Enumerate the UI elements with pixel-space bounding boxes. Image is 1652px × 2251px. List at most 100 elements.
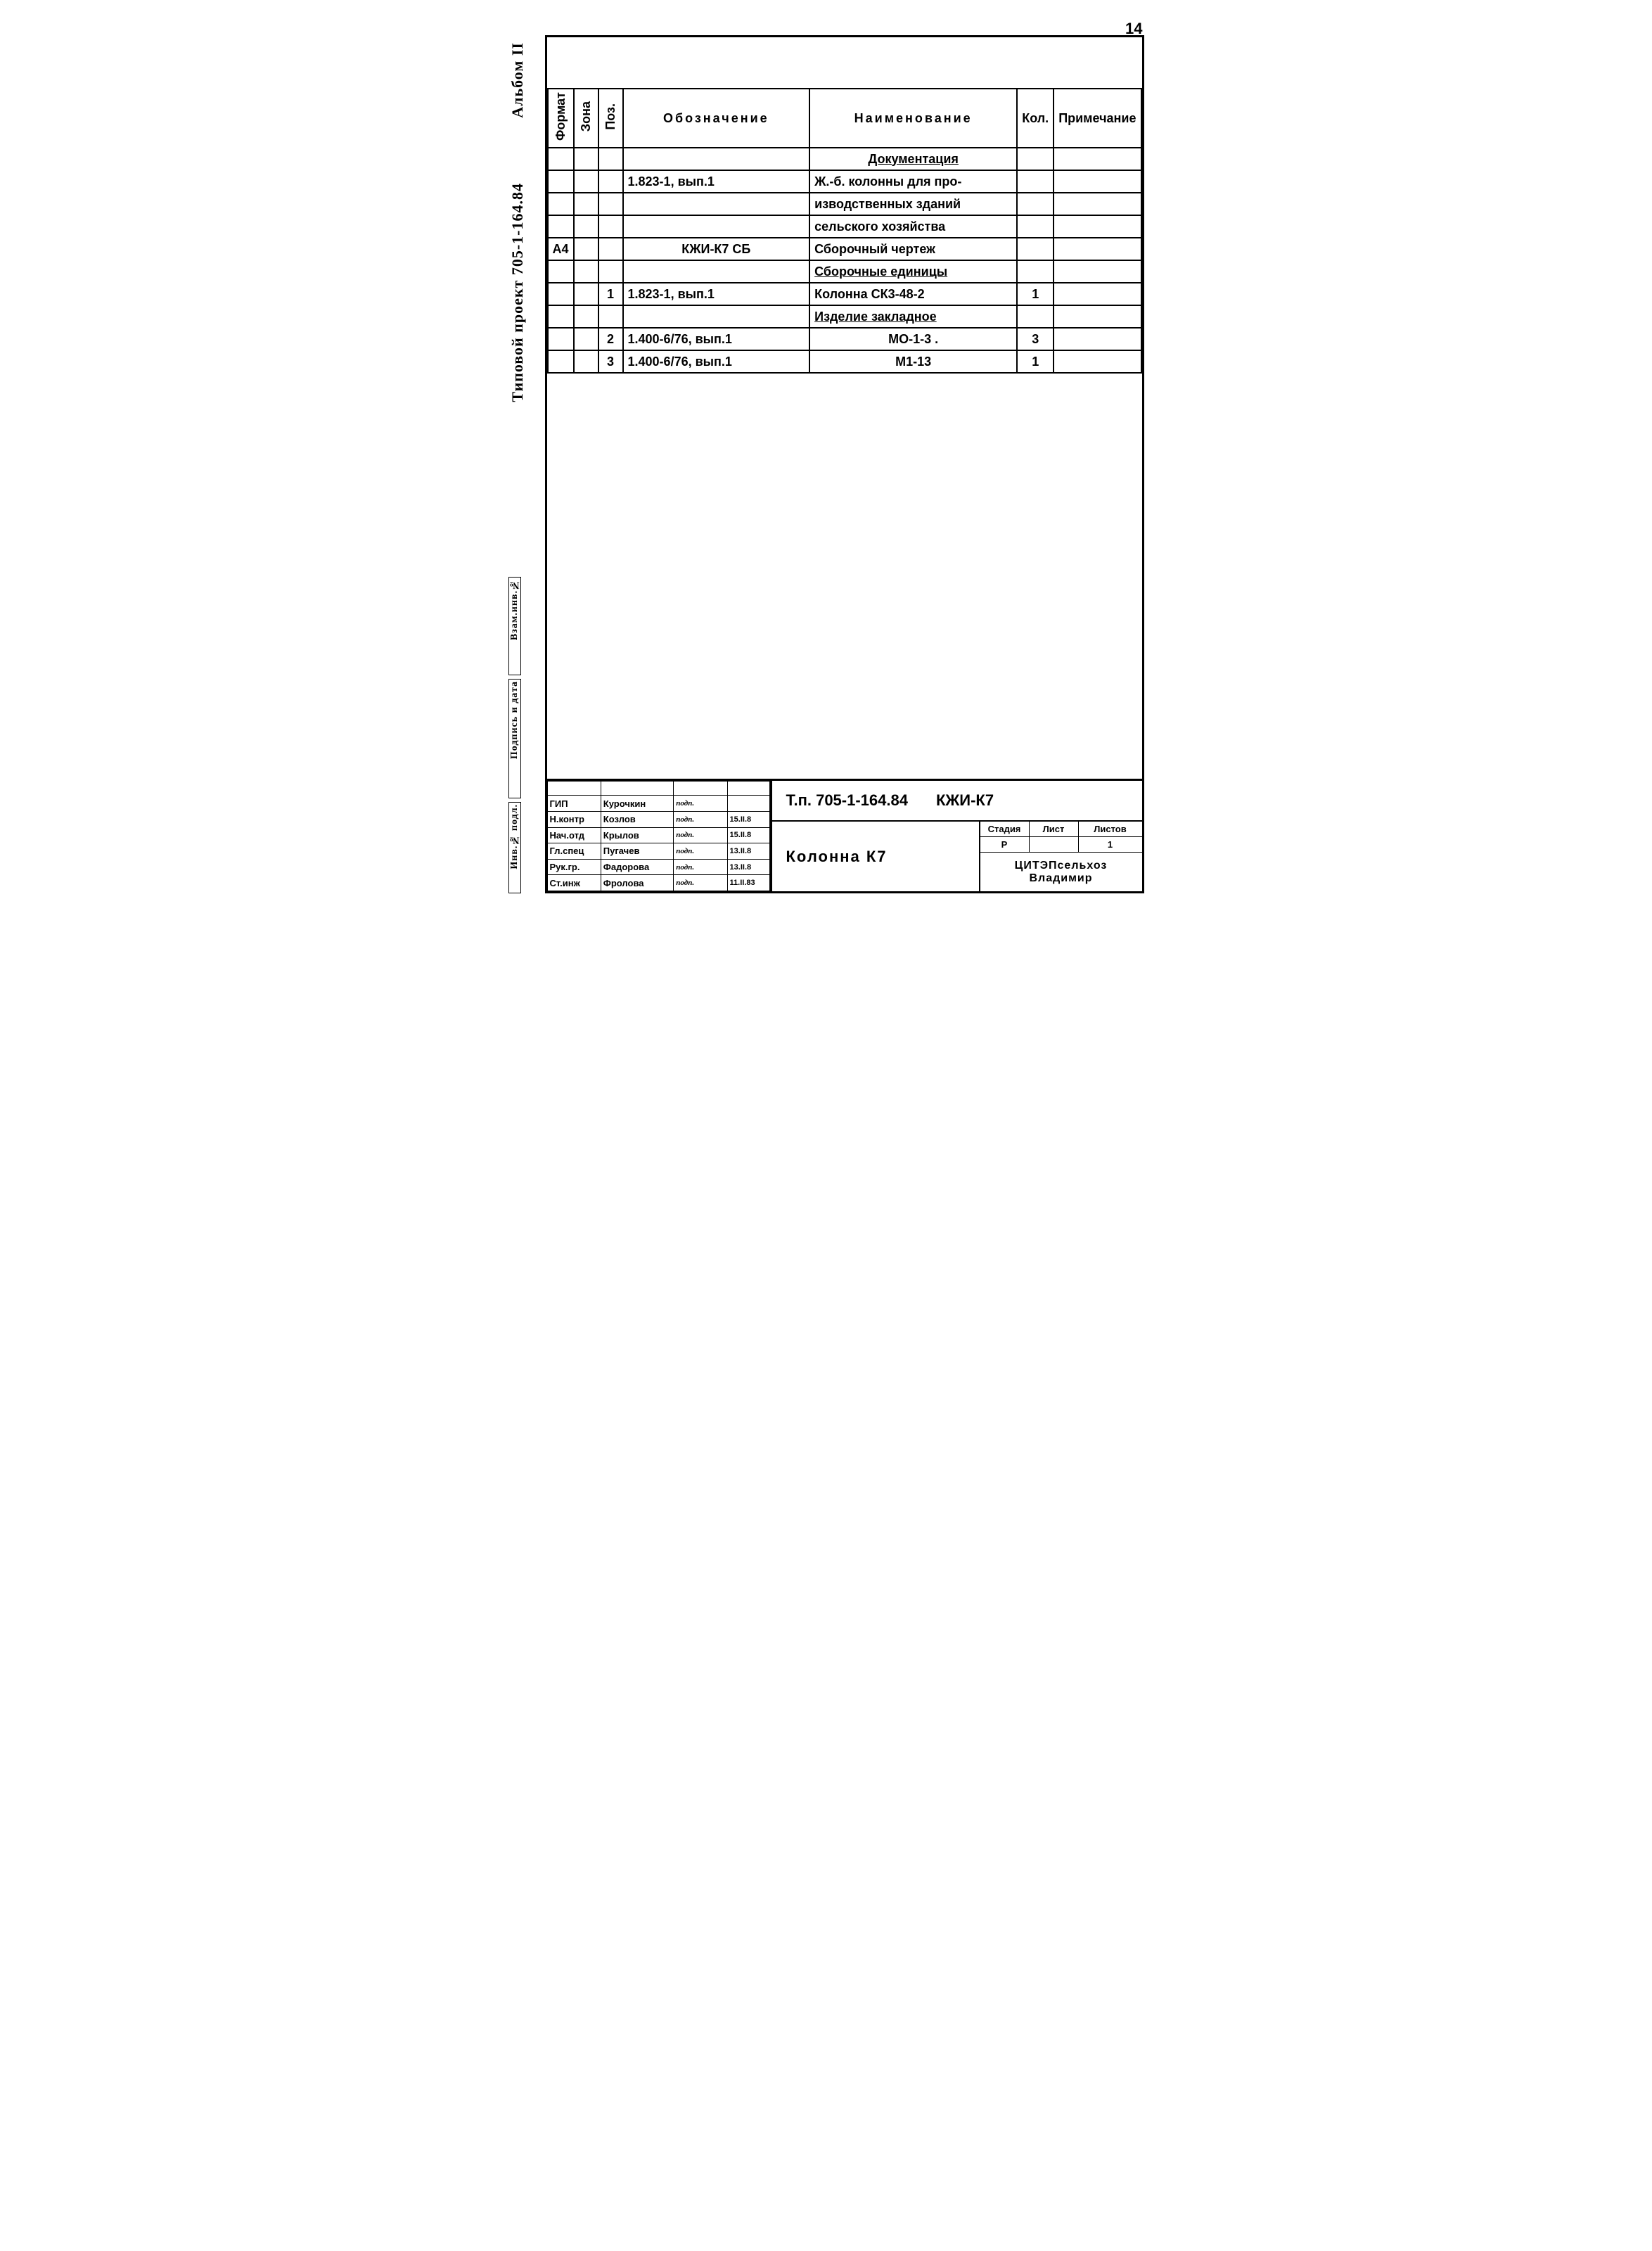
signature-row: Рук.гр.Фадороваподп.13.II.8	[547, 859, 769, 875]
sig-cell: 13.II.8	[727, 843, 769, 860]
cell: 2	[598, 328, 623, 350]
cell	[598, 148, 623, 170]
cell	[574, 170, 598, 193]
org-line2: Владимир	[1029, 872, 1092, 885]
cell	[548, 328, 574, 350]
cell	[1017, 238, 1054, 260]
cell	[1054, 305, 1141, 328]
col-naimenovanie: Наименование	[809, 89, 1017, 148]
sig-cell: подп.	[674, 843, 727, 860]
cell: сельского хозяйства	[809, 215, 1017, 238]
cell	[1017, 260, 1054, 283]
cell	[1054, 193, 1141, 215]
signature-row: Н.контрКозловподп.15.II.8	[547, 811, 769, 827]
cell: Колонна СК3-48-2	[809, 283, 1017, 305]
cell	[1054, 350, 1141, 373]
drawing-sheet: 14 Альбом II Типовой проект 705-1-164.84…	[503, 21, 1150, 900]
table-row: Изделие закладное	[548, 305, 1141, 328]
sig-cell: 11.II.83	[727, 875, 769, 891]
cell: Документация	[809, 148, 1017, 170]
left-margin-labels: Альбом II Типовой проект 705-1-164.84 Вз…	[503, 21, 545, 900]
cell	[574, 148, 598, 170]
col-oboznachenie: Обозначение	[623, 89, 810, 148]
cell	[574, 350, 598, 373]
cell	[1054, 170, 1141, 193]
signature-row: Ст.инжФроловаподп.11.II.83	[547, 875, 769, 891]
table-row: А4КЖИ-К7 СБСборочный чертеж	[548, 238, 1141, 260]
organization: ЦИТЭПсельхоз Владимир	[980, 853, 1142, 891]
sig-cell: Н.контр	[547, 811, 601, 827]
cell: 1.823-1, вып.1	[623, 170, 810, 193]
sig-cell: Гл.спец	[547, 843, 601, 860]
label-inv-podl: Инв.№ подл.	[508, 802, 521, 893]
label-project: Типовой проект 705-1-164.84	[508, 183, 527, 485]
cell	[1054, 283, 1141, 305]
list-value	[1030, 837, 1079, 852]
cell	[574, 305, 598, 328]
cell: Изделие закладное	[809, 305, 1017, 328]
cell	[623, 193, 810, 215]
sig-cell: Курочкин	[601, 796, 674, 812]
cell	[623, 305, 810, 328]
cell	[598, 170, 623, 193]
cell: 1.823-1, вып.1	[623, 283, 810, 305]
doc-code: Т.п. 705-1-164.84	[786, 791, 908, 810]
sig-cell: Нач.отд	[547, 827, 601, 843]
cell: Сборочные единицы	[809, 260, 1017, 283]
list-header: Лист	[1030, 822, 1079, 836]
cell	[1054, 260, 1141, 283]
cell	[623, 260, 810, 283]
sig-cell: Пугачев	[601, 843, 674, 860]
cell	[1017, 193, 1054, 215]
table-row: 11.823-1, вып.1Колонна СК3-48-21	[548, 283, 1141, 305]
stadia-value: Р	[980, 837, 1030, 852]
sig-cell: 15.II.8	[727, 827, 769, 843]
cell	[548, 170, 574, 193]
label-zam-inv: Взам.инв.№	[508, 577, 521, 675]
cell	[574, 260, 598, 283]
sig-cell: подп.	[674, 811, 727, 827]
sig-blank-row	[547, 782, 769, 796]
sig-cell	[727, 796, 769, 812]
sig-cell: 15.II.8	[727, 811, 769, 827]
meta-header-row: Стадия Лист Листов	[980, 822, 1142, 837]
cell	[1054, 148, 1141, 170]
cell	[548, 260, 574, 283]
cell	[623, 215, 810, 238]
sig-cell: подп.	[674, 827, 727, 843]
sig-cell: Козлов	[601, 811, 674, 827]
listov-header: Листов	[1079, 822, 1142, 836]
cell	[598, 215, 623, 238]
sig-cell: 13.II.8	[727, 859, 769, 875]
table-row: 1.823-1, вып.1Ж.-б. колонны для про-	[548, 170, 1141, 193]
cell	[1017, 305, 1054, 328]
cell	[1017, 170, 1054, 193]
drawing-title: Колонна К7	[772, 822, 980, 891]
org-line1: ЦИТЭПсельхоз	[1015, 860, 1108, 872]
cell	[574, 193, 598, 215]
table-row: сельского хозяйства	[548, 215, 1141, 238]
meta-block: Стадия Лист Листов Р 1 ЦИТЭПсельхоз Влад…	[980, 822, 1142, 891]
table-row: Документация	[548, 148, 1141, 170]
col-kol: Кол.	[1017, 89, 1054, 148]
cell: Ж.-б. колонны для про-	[809, 170, 1017, 193]
frame: Формат Зона Поз. Обозначение Наименовани…	[545, 35, 1144, 893]
cell	[1054, 328, 1141, 350]
cell	[598, 193, 623, 215]
listov-value: 1	[1079, 837, 1142, 852]
sig-cell: подп.	[674, 875, 727, 891]
col-zona: Зона	[574, 89, 598, 148]
table-row: изводственных зданий	[548, 193, 1141, 215]
doc-suffix: КЖИ-К7	[936, 791, 994, 810]
cell	[548, 215, 574, 238]
cell: 1	[1017, 350, 1054, 373]
sig-cell: ГИП	[547, 796, 601, 812]
cell: КЖИ-К7 СБ	[623, 238, 810, 260]
cell: МО-1-3 .	[809, 328, 1017, 350]
cell	[574, 238, 598, 260]
table-row: 31.400-6/76, вып.1М1-131	[548, 350, 1141, 373]
cell: 3	[1017, 328, 1054, 350]
label-album: Альбом II	[508, 42, 527, 169]
cell: изводственных зданий	[809, 193, 1017, 215]
col-poz: Поз.	[598, 89, 623, 148]
